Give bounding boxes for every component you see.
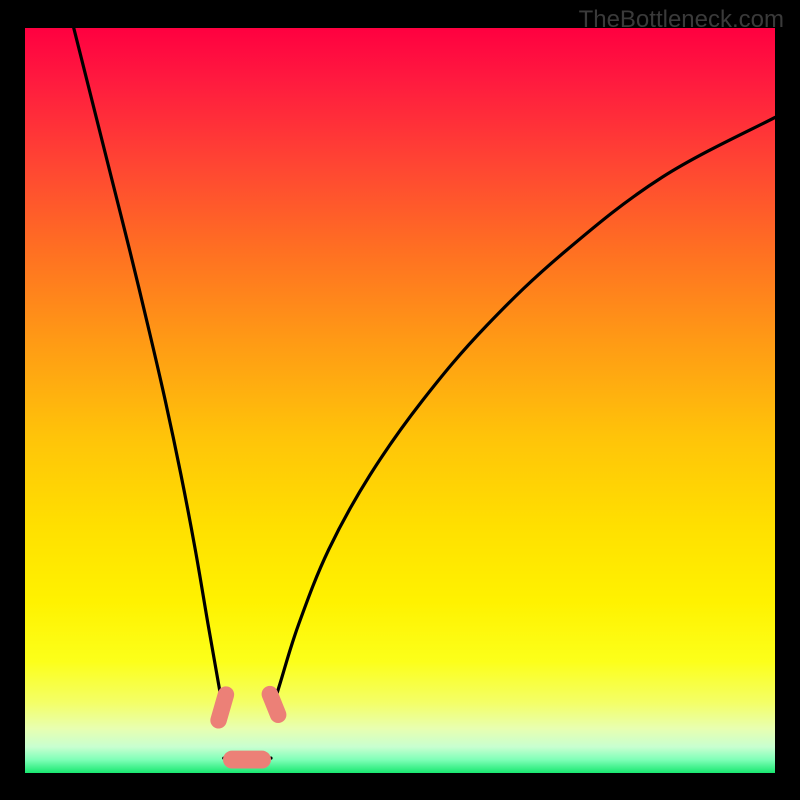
curve-layer [25, 28, 775, 773]
stage: TheBottleneck.com [0, 0, 800, 800]
curve-right-branch [271, 117, 775, 713]
plot-frame [25, 28, 775, 773]
watermark-text: TheBottleneck.com [579, 6, 784, 34]
curve-left-branch [74, 28, 224, 713]
marker-2 [223, 751, 271, 769]
markers-group [208, 683, 289, 768]
marker-1 [259, 683, 289, 725]
curve-group [74, 28, 775, 762]
marker-0 [208, 684, 236, 730]
